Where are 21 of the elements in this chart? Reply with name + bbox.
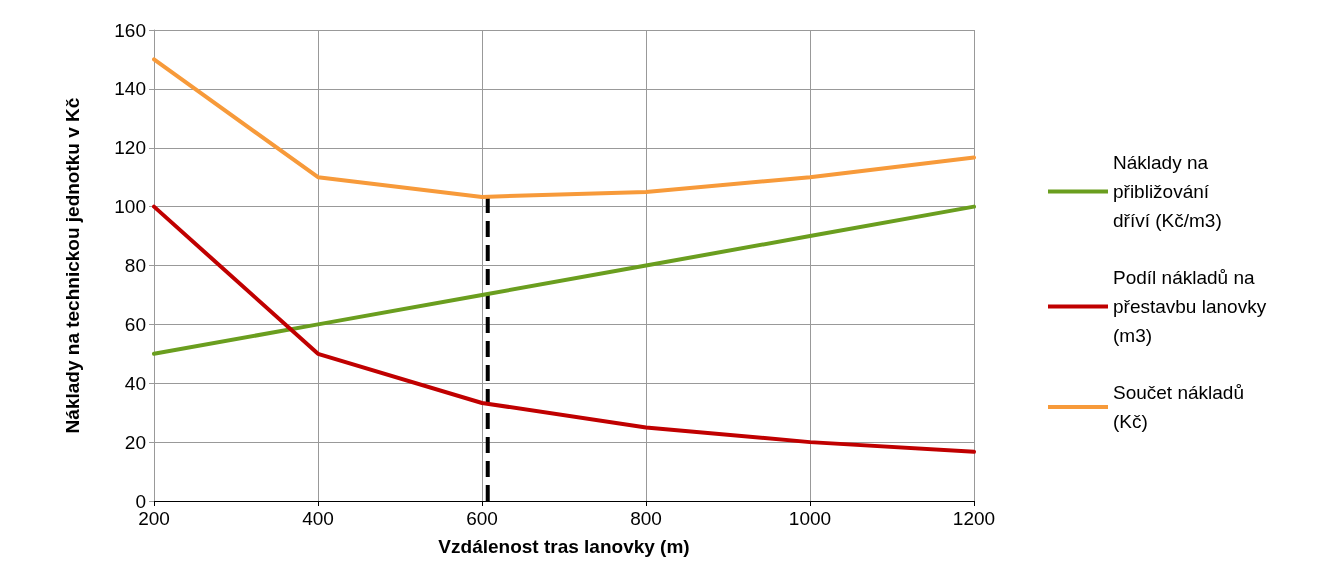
y-tick-label: 60: [124, 313, 146, 335]
y-tick-label: 120: [114, 137, 146, 159]
y-tick-label: 20: [124, 431, 146, 453]
line-series: [152, 57, 976, 199]
legend-label: Náklady na přibližování dříví (Kč/m3): [1113, 152, 1222, 231]
y-tick-label: 80: [124, 255, 146, 276]
x-axis-title: Vzdálenost tras lanovky (m): [438, 536, 690, 557]
x-tick-label: 1200: [952, 508, 996, 529]
y-tick-label: 140: [114, 78, 146, 100]
y-tick-label: 100: [114, 196, 146, 218]
x-tick-label: 1000: [788, 508, 832, 529]
line-series: [152, 204, 976, 454]
y-tick-label: 40: [124, 372, 146, 394]
y-tick-label: 160: [114, 19, 146, 41]
x-tick-label: 800: [630, 508, 662, 529]
line-series: [152, 204, 976, 356]
x-tick-label: 600: [466, 508, 498, 529]
x-tick-label: 400: [302, 508, 334, 529]
legend-label: Podíl nákladů na přestavbu lanovky (m3): [1113, 267, 1272, 346]
y-axis-title: Náklady na technickou jednotku v Kč: [61, 97, 83, 434]
legend-label: Součet nákladů (Kč): [1113, 382, 1250, 432]
